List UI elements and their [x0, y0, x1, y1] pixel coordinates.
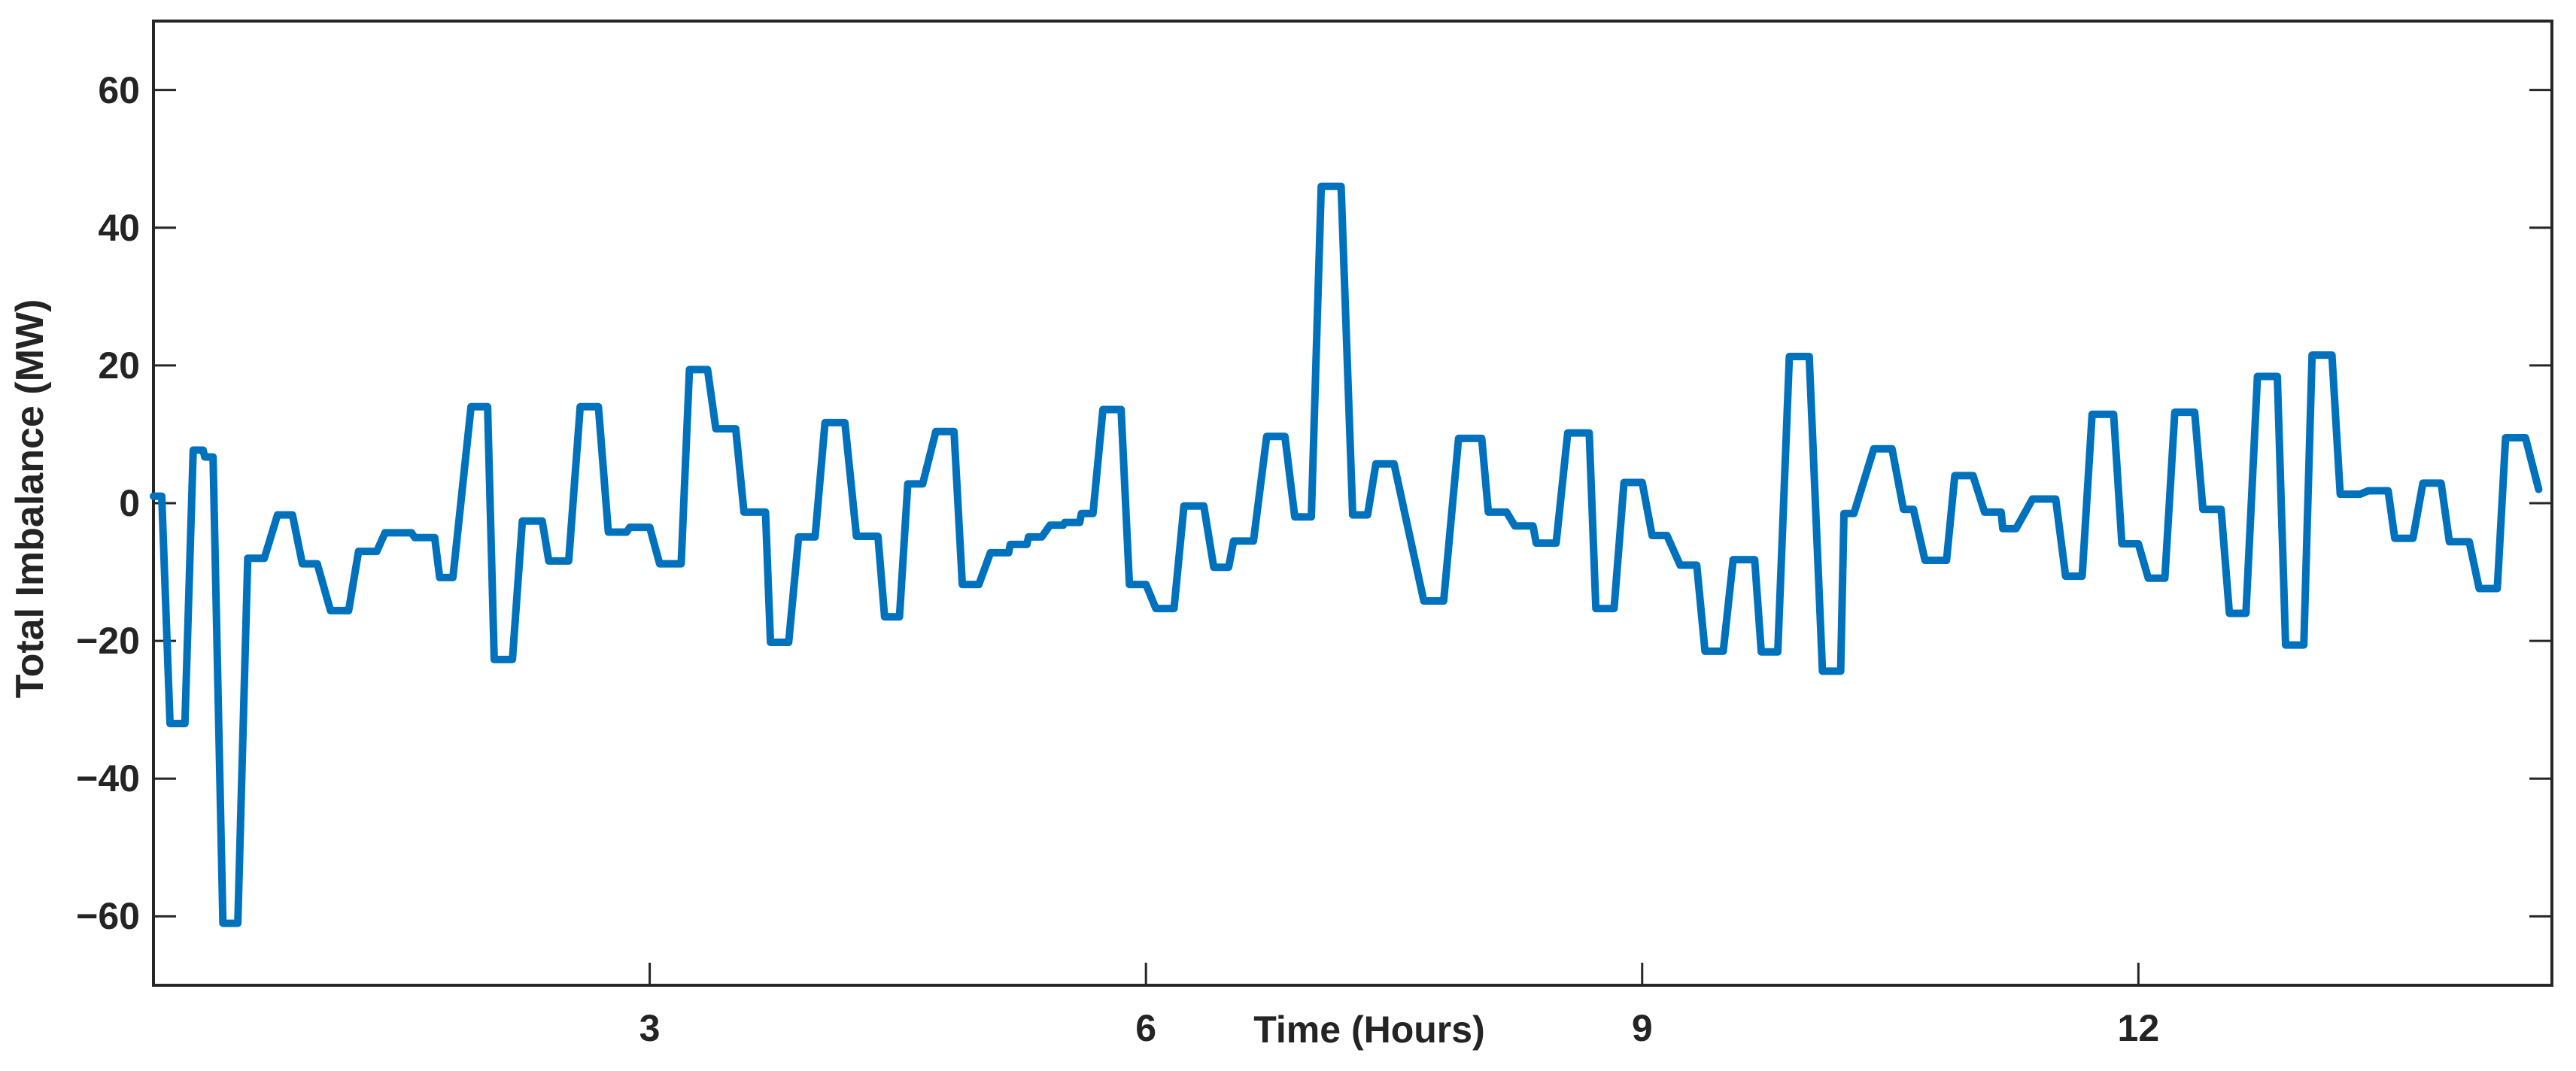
x-tick-label-3: 3	[639, 1007, 661, 1049]
y-tick-label-20: 20	[98, 344, 140, 387]
y-tick-label--20: −20	[76, 620, 140, 663]
x-axis-label: Time (Hours)	[1253, 1009, 1485, 1051]
axes-box	[152, 20, 2553, 987]
y-tick-label--40: −40	[76, 757, 140, 800]
y-tick-label-40: 40	[98, 206, 140, 249]
y-tick-label-60: 60	[98, 68, 140, 111]
y-tick-label-0: 0	[119, 482, 140, 524]
x-tick-label-12: 12	[2117, 1007, 2160, 1049]
x-tick-label-6: 6	[1135, 1007, 1157, 1049]
imbalance-line	[150, 182, 2543, 927]
y-tick-label--60: −60	[76, 895, 140, 938]
x-tick-label-9: 9	[1631, 1007, 1653, 1049]
